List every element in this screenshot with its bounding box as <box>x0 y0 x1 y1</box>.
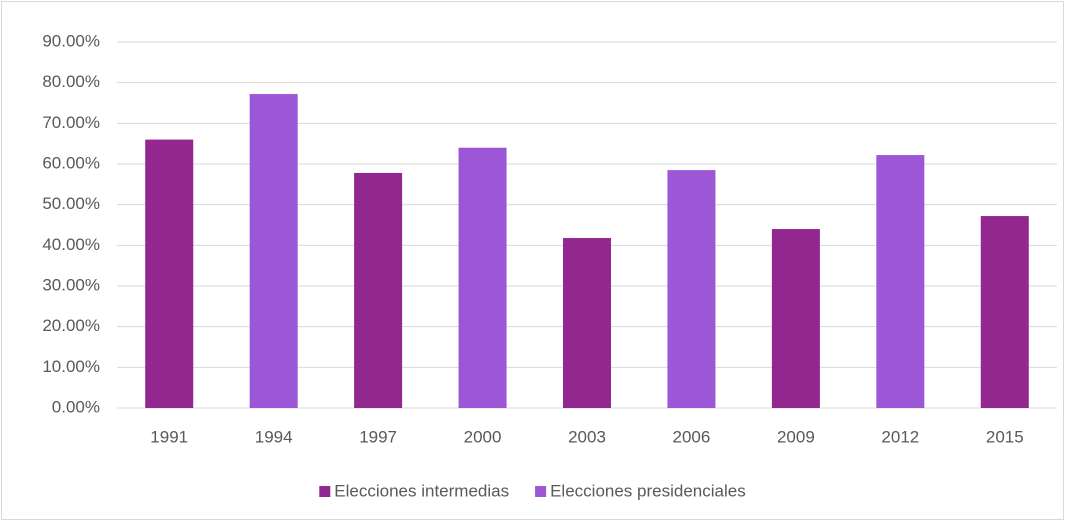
bar <box>354 172 403 408</box>
x-tick-label: 2006 <box>673 427 711 446</box>
x-tick-label: 1991 <box>150 427 188 446</box>
y-tick-label: 10.00% <box>42 357 100 376</box>
bar <box>667 170 716 408</box>
bar <box>980 216 1029 408</box>
y-tick-label: 90.00% <box>42 31 100 50</box>
y-tick-label: 60.00% <box>42 153 100 172</box>
legend-swatch <box>535 486 547 497</box>
x-tick-label: 1997 <box>359 427 397 446</box>
legend-swatch <box>319 486 331 497</box>
x-tick-label: 2012 <box>881 427 919 446</box>
x-tick-label: 1994 <box>255 427 293 446</box>
y-tick-label: 0.00% <box>52 397 100 416</box>
bar <box>876 155 925 408</box>
y-tick-label: 80.00% <box>42 72 100 91</box>
y-tick-label: 40.00% <box>42 235 100 254</box>
bar <box>458 147 507 408</box>
x-tick-label: 2000 <box>464 427 502 446</box>
bar <box>771 229 820 408</box>
y-tick-label: 70.00% <box>42 113 100 132</box>
bar <box>249 94 298 408</box>
x-tick-label: 2003 <box>568 427 606 446</box>
legend-label: Elecciones intermedias <box>334 481 509 500</box>
y-tick-label: 50.00% <box>42 194 100 213</box>
bar <box>563 238 611 408</box>
bar <box>145 139 194 408</box>
y-tick-label: 30.00% <box>42 275 100 294</box>
legend-label: Elecciones presidenciales <box>550 481 746 500</box>
y-tick-label: 20.00% <box>42 316 100 335</box>
x-tick-label: 2009 <box>777 427 815 446</box>
x-tick-label: 2015 <box>986 427 1024 446</box>
